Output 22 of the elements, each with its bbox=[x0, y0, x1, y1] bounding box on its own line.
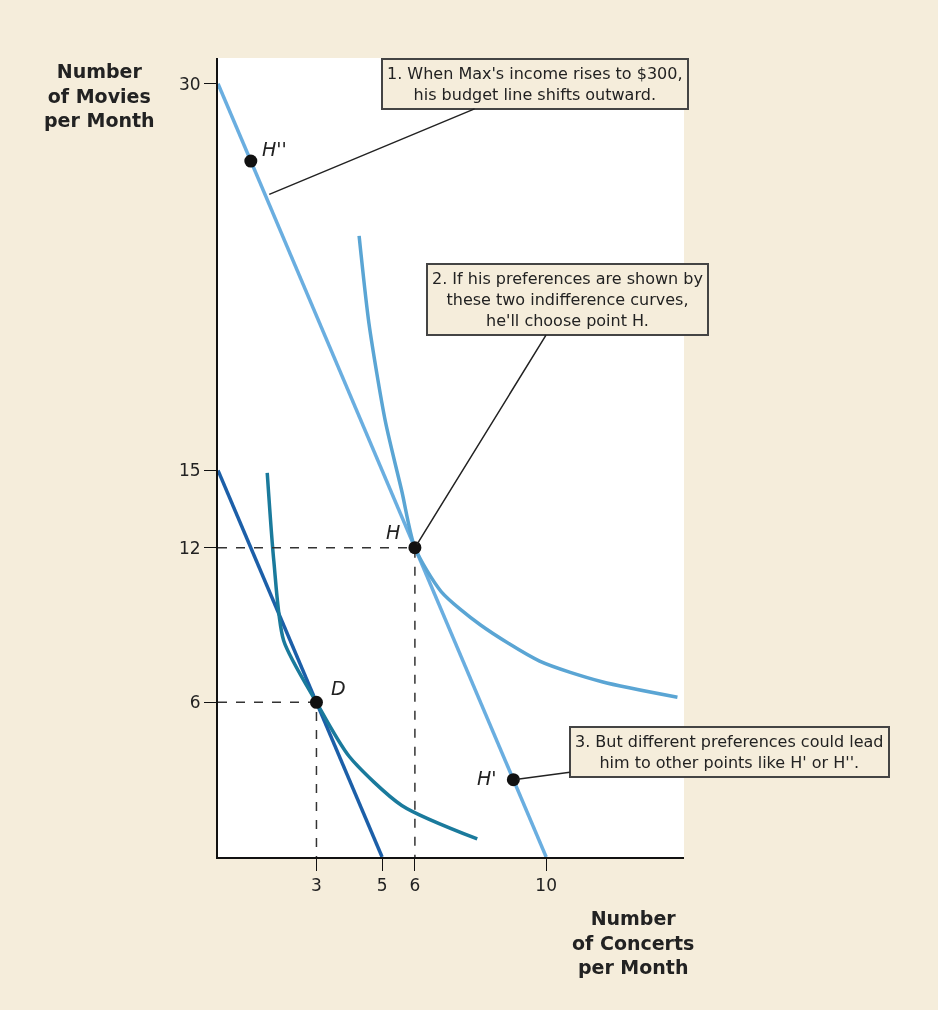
y-axis-title: Number of Movies per Month bbox=[44, 60, 155, 132]
x-tick-label: 3 bbox=[311, 875, 322, 896]
annotation: H' bbox=[477, 767, 497, 789]
x-tick-label: 6 bbox=[409, 875, 421, 896]
x-tick-label: 5 bbox=[376, 875, 388, 896]
annotation: 1. When Max's income rises to $300, his budget line shifts outward. bbox=[387, 64, 683, 104]
annotation: 3. But different preferences could lead him to other points like H' or H''. bbox=[575, 732, 884, 772]
point bbox=[506, 773, 520, 787]
point bbox=[244, 154, 258, 168]
annotation: H'' bbox=[262, 138, 287, 160]
y-tick-label: 15 bbox=[178, 460, 201, 481]
point bbox=[408, 541, 422, 555]
point bbox=[309, 695, 323, 709]
y-tick-label: 12 bbox=[178, 537, 201, 558]
annotation: D bbox=[331, 677, 346, 699]
line-series bbox=[265, 471, 479, 841]
x-tick-label: 10 bbox=[535, 875, 557, 896]
annotation: 2. If his preferences are shown by these two indifference curves, he'll choose point H. bbox=[432, 269, 703, 330]
x-axis-title: Number of Concerts per Month bbox=[572, 907, 695, 979]
y-tick-label: 6 bbox=[189, 692, 201, 713]
annotation: H bbox=[386, 521, 401, 543]
y-tick-label: 30 bbox=[178, 73, 201, 94]
